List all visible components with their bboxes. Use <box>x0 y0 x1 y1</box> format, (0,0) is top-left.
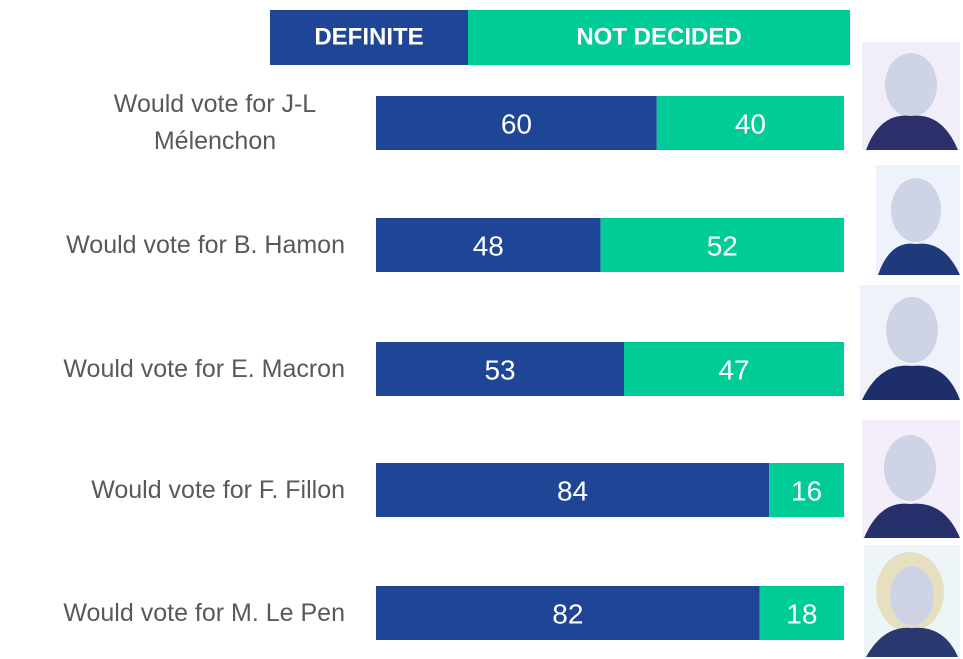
portrait-face <box>884 435 936 501</box>
value-label: 16 <box>791 476 822 507</box>
portrait-face <box>885 53 937 117</box>
bar-segment <box>600 218 844 272</box>
bar-segment <box>759 586 844 640</box>
category-text: Would vote for F. Fillon <box>91 475 345 504</box>
bar-segment <box>376 463 770 517</box>
value-label: 60 <box>501 109 532 140</box>
portrait-body <box>866 115 958 150</box>
value-label: 82 <box>552 599 583 630</box>
value-label: 48 <box>473 231 504 262</box>
portrait-body <box>862 365 960 400</box>
bar-segment <box>376 586 760 640</box>
bar-segment <box>656 96 844 150</box>
legend-swatch <box>468 10 850 65</box>
portraits <box>860 42 960 657</box>
category-label: Would vote for F. Fillon <box>0 443 345 537</box>
bar-segment <box>376 96 657 150</box>
category-label: Would vote for B. Hamon <box>0 198 345 292</box>
value-label: 52 <box>707 231 738 262</box>
legend-swatch <box>270 10 468 65</box>
value-label: 53 <box>484 355 515 386</box>
category-text: Would vote for M. Le Pen <box>63 598 345 627</box>
category-text: Would vote for B. Hamon <box>66 230 345 259</box>
category-text: Would vote for E. Macron <box>63 354 345 383</box>
value-label: 47 <box>718 355 749 386</box>
bar-segment <box>624 342 844 396</box>
portrait-face <box>890 566 934 626</box>
category-text: Would vote for J-L Mélenchon <box>113 90 317 155</box>
category-label: Would vote for J-L Mélenchon <box>0 76 345 170</box>
category-label: Would vote for M. Le Pen <box>0 566 345 659</box>
portrait-body <box>864 503 960 538</box>
bar-segment <box>769 463 844 517</box>
legend-label: DEFINITE <box>314 24 423 51</box>
bar-segment <box>376 218 601 272</box>
value-label: 18 <box>786 599 817 630</box>
portrait-body <box>866 627 958 657</box>
category-label: Would vote for E. Macron <box>0 322 345 416</box>
bar-segment <box>376 342 625 396</box>
value-label: 84 <box>557 476 588 507</box>
legend-label: NOT DECIDED <box>576 24 741 51</box>
portrait-face <box>886 297 938 363</box>
portrait-face <box>891 178 941 242</box>
portrait-body <box>878 243 960 275</box>
value-label: 40 <box>735 109 766 140</box>
